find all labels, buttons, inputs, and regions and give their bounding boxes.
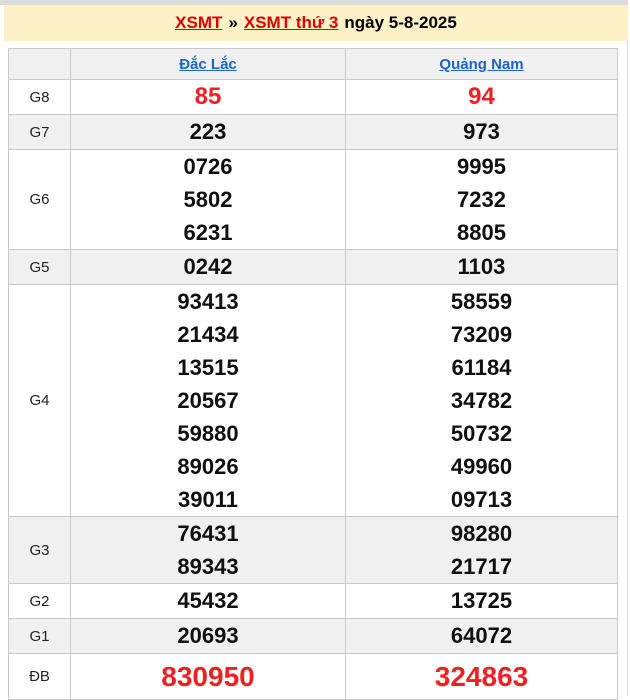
prize-row-g5: G5 0242 1103 [8,249,618,285]
result-number: 93413 [177,289,239,314]
result-number: 76431 [177,521,239,546]
result-cell: 830950 [70,653,346,700]
result-number: 324863 [434,661,529,692]
result-cell: 0726 5802 6231 [70,149,346,250]
prize-column-header [8,48,71,80]
result-number: 5802 [183,187,233,212]
result-number: 64072 [450,623,513,648]
result-number: 223 [189,119,227,144]
result-number: 0726 [183,154,233,179]
result-number: 49960 [450,454,513,479]
result-cell: 20693 [70,618,346,654]
column-header-dac-lac: Đắc Lắc [70,48,346,80]
page-title: XSMT » XSMT thứ 3 ngày 5-8-2025 [4,5,628,41]
result-number: 61184 [451,355,512,380]
result-cell: 64072 [345,618,618,654]
result-number: 89026 [177,454,239,479]
result-number: 09713 [450,487,513,512]
result-cell: 85 [70,79,346,115]
prize-row-g2: G2 45432 13725 [8,583,618,619]
result-number: 45432 [177,588,239,613]
results-table: Đắc Lắc Quảng Nam G8 85 94 G7 223 973 G6 0726 58… [8,48,618,700]
result-number: 58559 [450,289,513,314]
result-number: 85 [194,83,222,110]
prize-label-g7: G7 [8,114,71,150]
result-cell: 45432 [70,583,346,619]
result-number: 0242 [183,254,233,279]
prize-row-g1: G1 20693 64072 [8,618,618,654]
result-number: 9995 [457,154,506,179]
prize-row-g4: G4 93413 21434 13515 20567 59880 89026 39011 585… [8,284,618,517]
breadcrumb-separator: » [228,13,238,32]
result-number: 973 [463,119,500,144]
result-cell: 93413 21434 13515 20567 59880 89026 39011 [70,284,346,517]
prize-label-g6: G6 [8,149,71,250]
result-number: 98280 [450,521,513,546]
prize-row-g7: G7 223 973 [8,114,618,150]
result-cell: 973 [345,114,618,150]
prize-label-g3: G3 [8,516,71,584]
result-number: 89343 [177,554,239,579]
result-cell: 0242 [70,249,346,285]
result-cell: 1103 [345,249,618,285]
xsmt-link[interactable]: XSMT [175,13,223,32]
result-cell: 13725 [345,583,618,619]
result-number: 6231 [183,220,233,245]
prize-label-g8: G8 [8,79,71,115]
result-cell: 9995 7232 8805 [345,149,618,250]
result-number: 7232 [457,187,506,212]
result-number: 8805 [457,220,506,245]
prize-row-đb: ĐB 830950 324863 [8,653,618,700]
prize-label-đb: ĐB [8,653,71,700]
prize-label-g5: G5 [8,249,71,285]
quang-nam-link[interactable]: Quảng Nam [439,55,524,73]
prize-row-g8: G8 85 94 [8,79,618,115]
prize-row-g3: G3 76431 89343 98280 21717 [8,516,618,584]
result-number: 21717 [450,554,513,579]
result-number: 20693 [177,623,239,648]
result-cell: 58559 73209 61184 34782 50732 49960 09713 [345,284,618,517]
dac-lac-link[interactable]: Đắc Lắc [179,55,237,73]
result-number: 1103 [457,254,506,279]
result-number: 39011 [178,487,238,512]
prize-row-g6: G6 0726 5802 6231 9995 7232 8805 [8,149,618,250]
result-number: 50732 [450,421,513,446]
draw-date: ngày 5-8-2025 [344,13,457,32]
top-divider [0,0,627,5]
result-cell: 98280 21717 [345,516,618,584]
prize-label-g4: G4 [8,284,71,517]
result-number: 21434 [177,322,239,347]
result-number: 94 [468,83,495,110]
header-row: Đắc Lắc Quảng Nam [8,48,618,80]
prize-label-g1: G1 [8,618,71,654]
result-cell: 223 [70,114,346,150]
result-number: 13515 [177,355,239,380]
result-number: 59880 [177,421,239,446]
prize-label-g2: G2 [8,583,71,619]
result-number: 20567 [177,388,239,413]
column-header-quang-nam: Quảng Nam [345,48,618,80]
result-number: 73209 [450,322,513,347]
result-cell: 324863 [345,653,618,700]
result-number: 34782 [450,388,513,413]
result-number: 830950 [161,661,255,692]
xsmt-day-link[interactable]: XSMT thứ 3 [243,13,339,32]
result-cell: 94 [345,79,618,115]
result-number: 13725 [450,588,513,613]
result-cell: 76431 89343 [70,516,346,584]
